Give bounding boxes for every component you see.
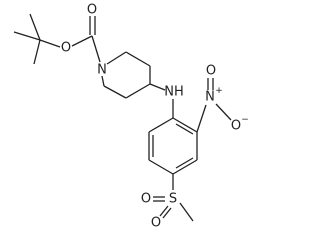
atom-label: O bbox=[87, 3, 97, 18]
charge: − bbox=[241, 115, 249, 125]
atom-label: S bbox=[169, 192, 177, 207]
atom-label: O bbox=[61, 41, 71, 56]
charge: + bbox=[215, 86, 223, 96]
atom-label: N bbox=[205, 90, 215, 105]
atom-label: O bbox=[151, 216, 161, 231]
atom-label: O bbox=[231, 119, 241, 134]
bonds bbox=[13, 13, 232, 222]
atom-label: O bbox=[206, 64, 216, 79]
atom-label: N bbox=[97, 63, 107, 78]
atom-label: O bbox=[141, 192, 151, 207]
atom-label: NH bbox=[164, 85, 184, 100]
structure: O O N NH N + O O − S O O bbox=[13, 3, 249, 231]
atom-labels: O O N NH N + O O − S O O bbox=[61, 3, 249, 231]
